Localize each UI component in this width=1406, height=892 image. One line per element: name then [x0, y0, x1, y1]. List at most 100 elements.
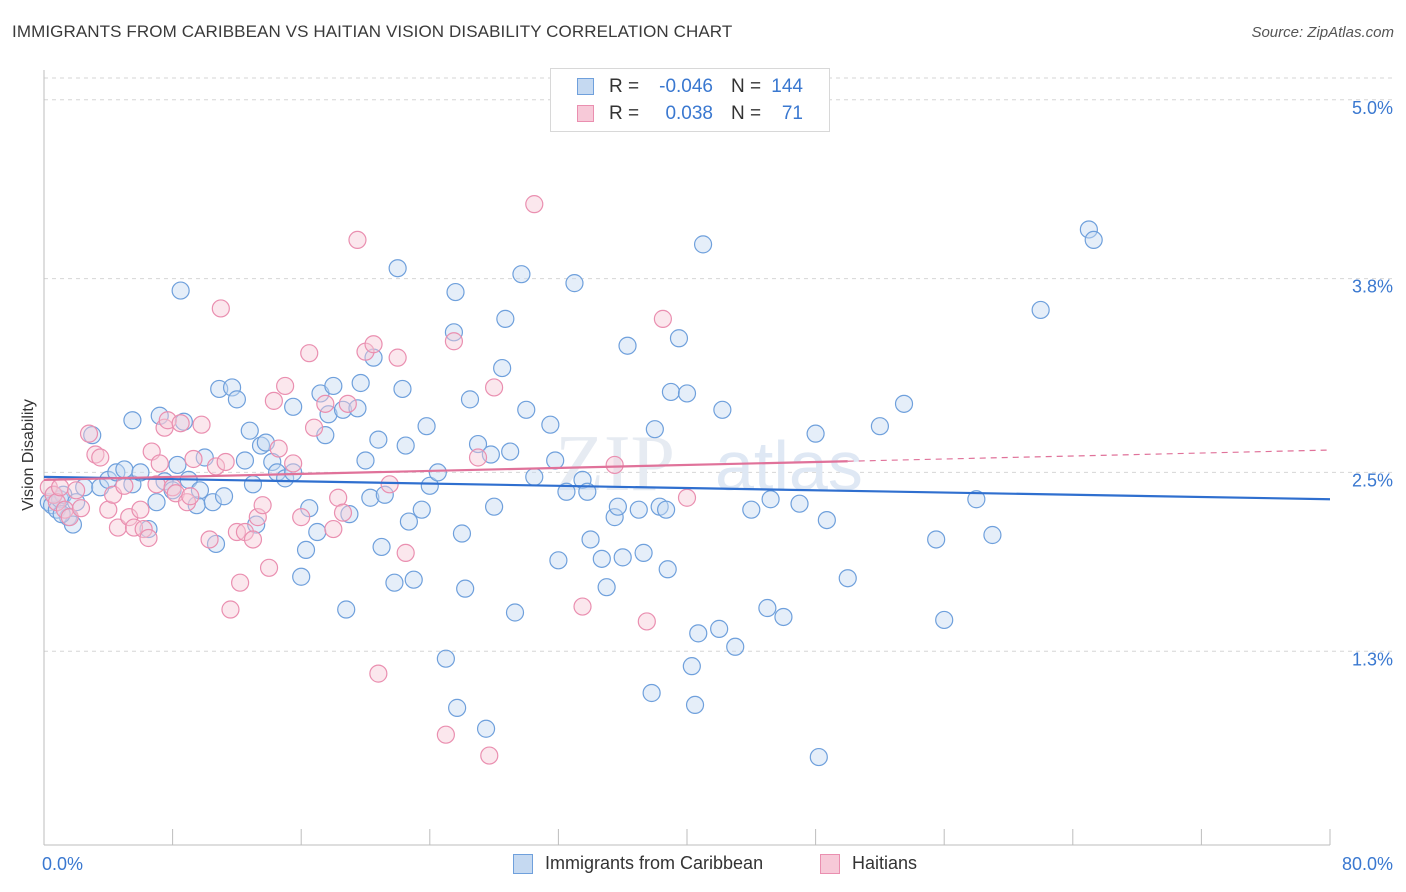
caribbean-point: [983, 525, 1002, 545]
haitian-point: [108, 518, 128, 537]
caribbean-point: [505, 603, 525, 622]
caribbean-point: [171, 281, 190, 300]
watermark-atlas: atlas: [715, 427, 863, 505]
haitian-point: [131, 500, 150, 519]
caribbean-point: [393, 379, 412, 399]
haitian-trend-extension: [847, 449, 1331, 462]
haitian-point: [115, 476, 134, 495]
caribbean-point: [456, 579, 475, 598]
caribbean-point: [761, 490, 780, 509]
data-points: [39, 195, 1103, 767]
caribbean-point: [809, 747, 828, 767]
caribbean-point: [496, 309, 515, 328]
caribbean-point: [838, 569, 857, 588]
caribbean-point: [428, 463, 447, 482]
caribbean-point: [222, 378, 242, 397]
caribbean-point: [404, 570, 423, 589]
legend-blue-swatch: [513, 854, 533, 874]
caribbean-point: [203, 493, 222, 512]
haitian-point: [67, 481, 86, 500]
haitian-point: [264, 391, 283, 410]
haitian-point: [211, 299, 230, 318]
caribbean-point: [677, 384, 697, 403]
caribbean-point: [685, 695, 705, 715]
caribbean-point: [296, 540, 316, 560]
caribbean-point: [927, 530, 946, 549]
haitian-point: [316, 394, 335, 413]
haitian-point: [134, 519, 153, 539]
caribbean-point: [147, 493, 166, 512]
legend-label: Immigrants from Caribbean: [545, 853, 764, 873]
haitian-point: [300, 344, 319, 363]
caribbean-point: [1079, 220, 1098, 239]
caribbean-point: [396, 436, 415, 455]
caribbean-point: [870, 417, 890, 436]
caribbean-point: [243, 475, 263, 494]
haitian-point: [573, 597, 592, 616]
caribbean-point: [340, 505, 359, 524]
caribbean-point: [549, 551, 568, 570]
caribbean-point: [742, 500, 761, 519]
haitian-point: [677, 488, 697, 507]
caribbean-point: [618, 336, 637, 355]
r-value: 0.038: [665, 103, 713, 124]
caribbean-point: [629, 500, 648, 519]
haitian-point: [436, 725, 455, 744]
caribbean-point: [710, 619, 729, 638]
caribbean-point: [592, 549, 611, 568]
caribbean-point: [894, 394, 914, 413]
haitian-point: [79, 424, 99, 443]
caribbean-point: [935, 610, 954, 630]
caribbean-point: [420, 476, 439, 495]
haitian-point: [292, 508, 311, 527]
caribbean-point: [713, 400, 732, 419]
y-tick-label: 2.5%: [1352, 470, 1393, 490]
n-label: N =: [731, 76, 762, 97]
haitian-point: [124, 518, 144, 537]
caribbean-point: [361, 488, 380, 507]
haitian-point: [324, 519, 343, 539]
caribbean-point: [790, 494, 809, 513]
caribbean-point: [356, 451, 375, 470]
caribbean-point: [689, 624, 708, 643]
caribbean-point: [308, 522, 327, 542]
chart-title: IMMIGRANTS FROM CARIBBEAN VS HAITIAN VIS…: [12, 22, 733, 41]
caribbean-point: [448, 698, 467, 717]
caribbean-point: [123, 411, 142, 430]
caribbean-point: [436, 649, 455, 668]
caribbean-point: [645, 420, 664, 439]
caribbean-point: [565, 274, 584, 293]
r-label: R =: [609, 103, 640, 124]
stats-box: R = -0.046 N = 144 R = 0.038 N = 71: [550, 68, 830, 132]
haitian-point: [221, 600, 240, 619]
haitian-point: [333, 503, 353, 522]
haitian-point: [253, 496, 272, 515]
caribbean-point: [669, 329, 689, 348]
caribbean-point: [446, 282, 465, 302]
haitian-point: [181, 487, 200, 506]
caribbean-point: [546, 451, 565, 470]
haitian-point: [468, 448, 488, 467]
haitian-point: [71, 499, 91, 518]
caribbean-point: [351, 373, 370, 393]
blue-swatch: [577, 78, 594, 95]
haitian-point: [276, 376, 295, 396]
haitian-point: [485, 378, 504, 397]
trend-lines: [43, 449, 1331, 501]
haitian-point: [91, 448, 110, 467]
haitian-point: [304, 418, 324, 437]
caribbean-point: [758, 598, 777, 618]
n-value: 144: [771, 76, 803, 97]
caribbean-point: [468, 434, 488, 454]
haitian-point: [284, 454, 303, 473]
caribbean-point: [115, 460, 134, 479]
caribbean-trend-line: [43, 475, 1331, 501]
caribbean-point: [452, 524, 472, 543]
caribbean-point: [693, 235, 713, 254]
haitian-point: [348, 230, 367, 250]
caribbean-point: [608, 497, 627, 516]
caribbean-point: [726, 637, 745, 656]
r-label: R =: [609, 76, 640, 97]
y-tick-label: 1.3%: [1352, 649, 1393, 669]
haitian-point: [388, 348, 407, 367]
